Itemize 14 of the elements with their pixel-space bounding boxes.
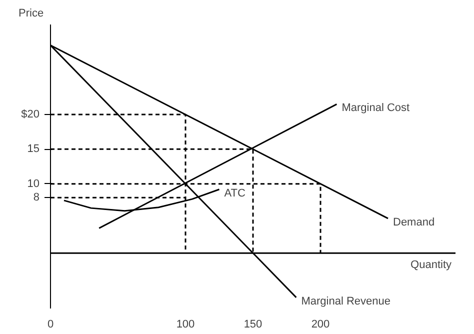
series-label: Demand [393,216,435,228]
y-tick-label: $20 [21,108,40,121]
y-axis-title: Price [18,8,44,20]
x-tick-label: 0 [47,318,54,330]
series-label: Marginal Cost [342,102,410,114]
y-tick-label: 10 [27,178,40,190]
y-tick-label: 15 [27,143,40,156]
x-axis-title: Quantity [410,259,452,272]
y-tick-label: 8 [33,192,40,204]
x-tick-label: 150 [244,318,262,330]
x-tick-label: 100 [176,318,195,330]
series-label: Marginal Revenue [301,295,390,308]
series-label: ATC [224,187,246,200]
x-tick-label: 200 [311,318,330,330]
